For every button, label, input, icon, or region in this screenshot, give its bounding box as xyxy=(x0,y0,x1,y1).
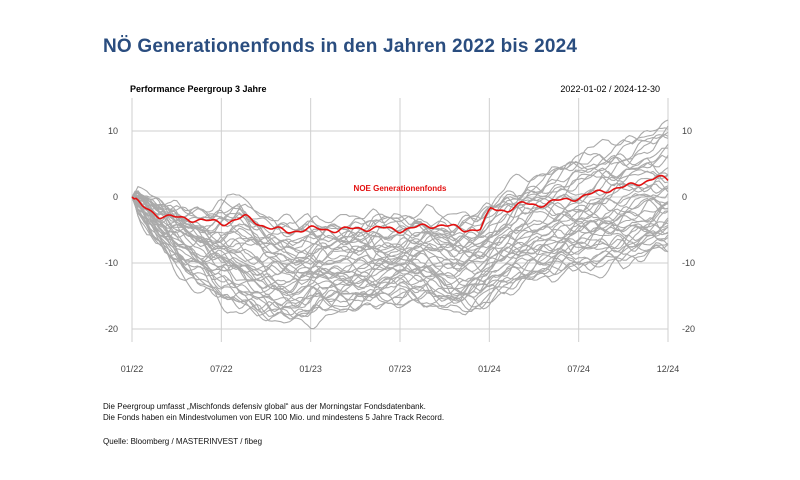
y-tick-label-left: 10 xyxy=(108,126,118,136)
chart-title: Performance Peergroup 3 Jahre xyxy=(130,84,267,94)
y-tick-label-left: -10 xyxy=(105,258,118,268)
note-line-1: Die Peergroup umfasst „Mischfonds defens… xyxy=(103,402,426,411)
peer-line xyxy=(131,169,669,260)
peer-line xyxy=(131,196,669,303)
peer-line xyxy=(131,119,669,234)
y-tick-label-right: 10 xyxy=(682,126,692,136)
x-tick-label: 01/24 xyxy=(478,364,501,374)
x-tick-label: 01/22 xyxy=(121,364,144,374)
peer-line xyxy=(131,195,669,277)
y-tick-label-right: 0 xyxy=(682,192,687,202)
note-line-2: Die Fonds haben ein Mindestvolumen von E… xyxy=(103,413,445,422)
y-tick-label-right: -10 xyxy=(682,258,695,268)
peer-line xyxy=(131,196,669,306)
fund-label: NOE Generationenfonds xyxy=(354,184,447,193)
peer-line xyxy=(131,196,669,319)
source-note: Quelle: Bloomberg / MASTERINVEST / fibeg xyxy=(103,437,263,446)
x-tick-label: 12/24 xyxy=(657,364,680,374)
x-tick-label: 07/23 xyxy=(389,364,412,374)
headline: NÖ Generationenfonds in den Jahren 2022 … xyxy=(103,36,578,57)
y-tick-label-left: -20 xyxy=(105,324,118,334)
peer-line xyxy=(131,180,669,266)
peer-lines xyxy=(131,119,669,330)
tick-labels: 01/22 07/22 01/23 07/23 01/24 07/24 12/24 10 10 0… xyxy=(105,126,695,374)
peer-line xyxy=(131,125,669,238)
x-tick-label: 01/23 xyxy=(299,364,322,374)
peer-line xyxy=(131,196,669,322)
fund-line xyxy=(131,174,669,234)
peer-line xyxy=(131,188,669,276)
peer-line xyxy=(131,183,669,269)
peer-line xyxy=(131,133,669,240)
y-tick-label-right: -20 xyxy=(682,324,695,334)
fund-series xyxy=(131,174,669,234)
peer-line xyxy=(131,196,669,330)
peer-line xyxy=(131,196,669,318)
peer-line xyxy=(131,134,669,240)
peer-line xyxy=(131,174,669,265)
peer-line xyxy=(131,193,669,279)
y-tick-label-left: 0 xyxy=(113,192,118,202)
x-tick-label: 07/22 xyxy=(210,364,233,374)
date-range-label: 2022-01-02 / 2024-12-30 xyxy=(560,84,660,94)
peer-line xyxy=(131,196,669,311)
x-tick-label: 07/24 xyxy=(567,364,590,374)
peer-line xyxy=(131,196,669,316)
